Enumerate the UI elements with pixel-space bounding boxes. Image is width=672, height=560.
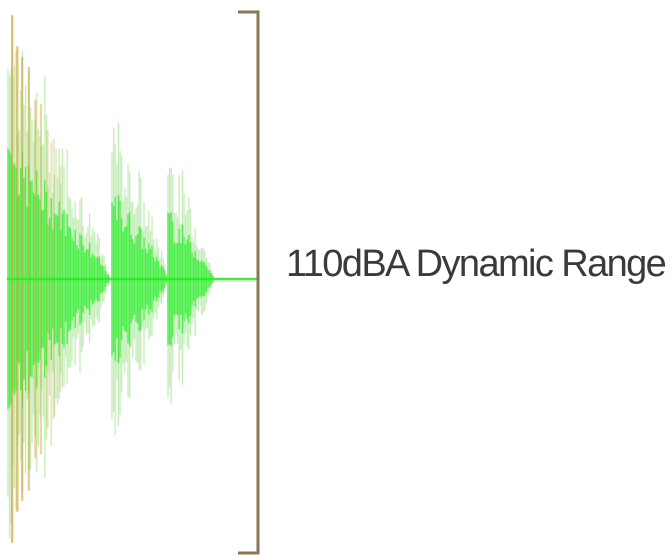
audio-waveform-icon (6, 14, 258, 544)
range-bracket-icon (238, 10, 260, 555)
dynamic-range-caption: 110dBA Dynamic Range (286, 243, 667, 285)
